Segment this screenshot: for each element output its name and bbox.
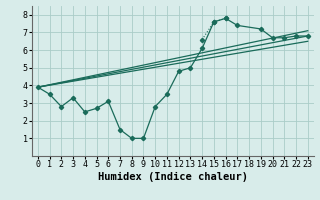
X-axis label: Humidex (Indice chaleur): Humidex (Indice chaleur) (98, 172, 248, 182)
